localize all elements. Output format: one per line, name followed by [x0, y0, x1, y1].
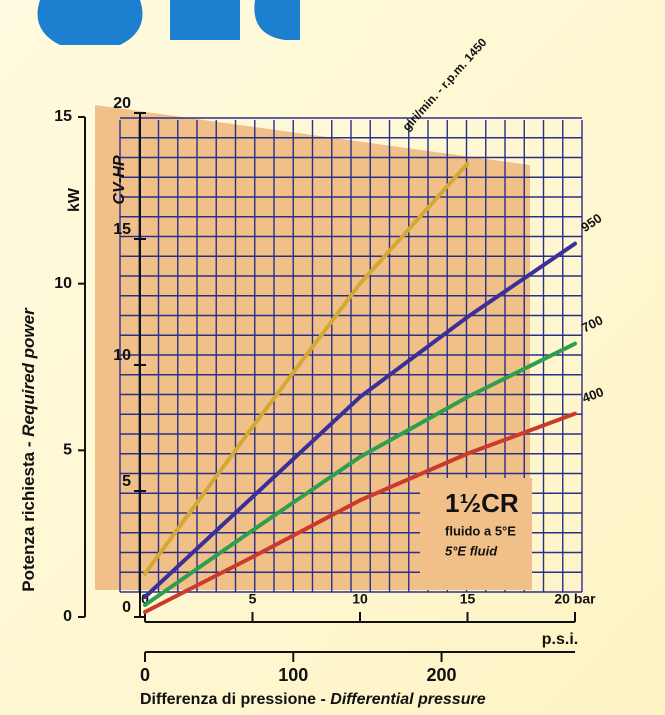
y-label-it: Potenza richiesta -: [19, 437, 38, 592]
y2-tick-label: 5: [122, 473, 131, 490]
y-tick-label: 15: [54, 108, 72, 125]
fluid-label-en: 5°E fluid: [445, 543, 498, 558]
y2-tick-label: 20: [113, 95, 131, 112]
y2-tick-label: 15: [113, 221, 131, 238]
x2-tick-label: 0: [140, 665, 150, 685]
x2-tick-label: 100: [278, 665, 308, 685]
x-axis-label: Differenza di pressione - Differential p…: [140, 691, 486, 708]
y-axis-label: Potenza richiesta - Required power: [19, 307, 38, 592]
y2-tick-label: 0: [122, 599, 131, 616]
y-label-en: Required power: [19, 307, 38, 437]
model-title: 1½CR: [445, 488, 519, 518]
x2-unit: p.s.i.: [542, 631, 578, 648]
chart: 1½CR fluido a 5°E 5°E fluid kW CV-HP p.s…: [0, 0, 665, 715]
y-tick-label: 5: [63, 442, 72, 459]
y-tick-label: 0: [63, 608, 72, 625]
x2-tick-label: 200: [427, 665, 457, 685]
y-tick-label: 10: [54, 275, 72, 292]
y2-tick-label: 10: [113, 347, 131, 364]
x-label-en: Differential pressure: [330, 691, 485, 708]
x-tick-label: 15: [460, 591, 476, 607]
y2-unit: CV-HP: [111, 155, 128, 205]
x-label-it: Differenza di pressione -: [140, 691, 330, 708]
fluid-label: fluido a 5°E: [445, 523, 516, 538]
x-tick-label: 20 bar: [554, 591, 596, 607]
x-tick-label: 10: [352, 591, 368, 607]
x-tick-label: 5: [249, 591, 257, 607]
y-unit: kW: [66, 187, 83, 212]
